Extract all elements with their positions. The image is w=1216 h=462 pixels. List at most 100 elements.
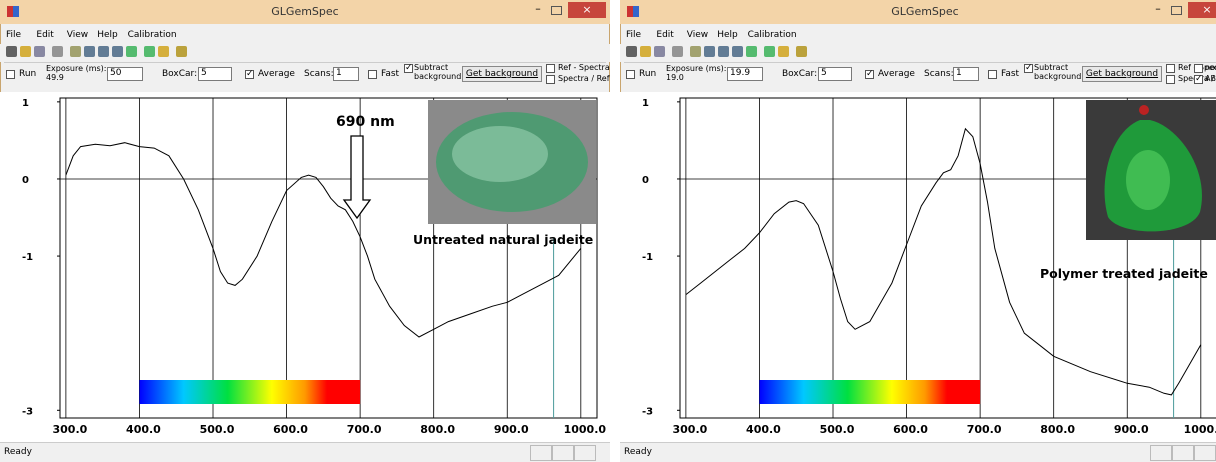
minimize-button[interactable]: – xyxy=(1147,4,1169,18)
boxcar-input[interactable]: 5 xyxy=(818,67,852,81)
close-button[interactable]: × xyxy=(1188,2,1216,18)
menu-item[interactable]: Calibration xyxy=(748,30,797,40)
y-tick-label: 0 xyxy=(22,175,29,186)
status-panel xyxy=(552,445,574,461)
scans-label: Scans: xyxy=(924,69,954,79)
toolbar-icon[interactable] xyxy=(690,46,701,57)
toolbar-icon[interactable] xyxy=(112,46,123,57)
toolbar-icon[interactable] xyxy=(70,46,81,57)
app-window: GLGemSpec– × File Edit View Help Calibration Ru… xyxy=(620,0,1216,462)
toolbar-icon[interactable] xyxy=(732,46,743,57)
subtract-checkbox[interactable]: ✓ xyxy=(1024,64,1033,73)
toolbar-icon[interactable] xyxy=(704,46,715,57)
boxcar-input[interactable]: 5 xyxy=(198,67,232,81)
x-tick-label: 800.0 xyxy=(1040,423,1075,436)
toolbar-icon[interactable] xyxy=(34,46,45,57)
spectrum-chart: 300.0400.0500.0600.0700.0800.0900.01000.… xyxy=(620,92,1216,442)
status-panel xyxy=(530,445,552,461)
menu-item[interactable]: Help xyxy=(717,30,738,40)
boxcar-label: BoxCar: xyxy=(782,69,817,79)
run-checkbox[interactable] xyxy=(626,70,635,79)
abs-checkbox[interactable]: ✓ xyxy=(1194,75,1203,84)
y-tick-label: 0 xyxy=(642,175,649,186)
x-tick-label: 700.0 xyxy=(347,423,382,436)
subtract-label: Subtract background xyxy=(1034,63,1082,81)
x-tick-label: 500.0 xyxy=(200,423,235,436)
toolbar-icon[interactable] xyxy=(640,46,651,57)
toolbar-icon[interactable] xyxy=(126,46,137,57)
toolbar-icon[interactable] xyxy=(778,46,789,57)
status-panel xyxy=(574,445,596,461)
exposure-label: Exposure (ms): xyxy=(666,64,726,73)
toolbar-icon[interactable] xyxy=(158,46,169,57)
scans-input[interactable]: 1 xyxy=(953,67,979,81)
average-checkbox[interactable]: ✓ xyxy=(245,70,254,79)
get-background-button[interactable]: Get background xyxy=(1082,66,1162,82)
menu-item[interactable]: Edit xyxy=(656,30,673,40)
ref-spectra-checkbox[interactable] xyxy=(1166,64,1175,73)
maximize-button[interactable] xyxy=(551,6,562,15)
scans-input[interactable]: 1 xyxy=(333,67,359,81)
average-checkbox[interactable]: ✓ xyxy=(865,70,874,79)
y-tick-label: 1 xyxy=(642,98,649,109)
status-text: Ready xyxy=(4,447,32,457)
minimize-button[interactable]: – xyxy=(527,4,549,18)
norm-label: norm xyxy=(1205,63,1216,72)
toolbar-icon[interactable] xyxy=(144,46,155,57)
subtract-label: Subtract background xyxy=(414,63,462,81)
window-title: GLGemSpec xyxy=(620,5,1216,18)
menu-item[interactable]: File xyxy=(6,30,21,40)
run-checkbox[interactable] xyxy=(6,70,15,79)
scans-label: Scans: xyxy=(304,69,334,79)
toolbar-icon[interactable] xyxy=(718,46,729,57)
menu-item[interactable]: View xyxy=(687,30,708,40)
x-tick-label: 900.0 xyxy=(494,423,529,436)
exposure-input[interactable]: 50 xyxy=(107,67,143,81)
get-background-button[interactable]: Get background xyxy=(462,66,542,82)
sample-label: Untreated natural jadeite xyxy=(413,232,593,247)
spectra-ref-checkbox[interactable] xyxy=(1166,75,1175,84)
menu-item[interactable]: Calibration xyxy=(128,30,177,40)
y-tick-label: -3 xyxy=(642,406,653,417)
toolbar-icon[interactable] xyxy=(672,46,683,57)
menu-item[interactable]: File xyxy=(626,30,641,40)
y-tick-label: -1 xyxy=(642,252,653,263)
ref-spectra-checkbox[interactable] xyxy=(546,64,555,73)
toolbar-icon[interactable] xyxy=(52,46,63,57)
toolbar-icon[interactable] xyxy=(20,46,31,57)
run-label: Run xyxy=(639,69,656,79)
fast-checkbox[interactable] xyxy=(988,70,997,79)
jadeite-highlight xyxy=(452,126,548,182)
fast-checkbox[interactable] xyxy=(368,70,377,79)
norm-checkbox[interactable] xyxy=(1194,64,1203,73)
x-tick-label: 1000.0 xyxy=(1184,423,1216,436)
toolbar-icon[interactable] xyxy=(98,46,109,57)
toolbar-icon[interactable] xyxy=(654,46,665,57)
toolbar-icon[interactable] xyxy=(796,46,807,57)
maximize-button[interactable] xyxy=(1171,6,1182,15)
exposure-input[interactable]: 19.9 xyxy=(727,67,763,81)
menu-item[interactable]: View xyxy=(67,30,88,40)
pendant-cord xyxy=(1139,105,1149,115)
x-tick-label: 600.0 xyxy=(893,423,928,436)
y-tick-label: -3 xyxy=(22,406,33,417)
toolbar-icon[interactable] xyxy=(6,46,17,57)
y-tick-label: 1 xyxy=(22,98,29,109)
ref-spectra-label: Ref - Spectra xyxy=(558,63,610,72)
spectra-ref-checkbox[interactable] xyxy=(546,75,555,84)
subtract-checkbox[interactable]: ✓ xyxy=(404,64,413,73)
toolbar-icon[interactable] xyxy=(176,46,187,57)
toolbar-icon[interactable] xyxy=(84,46,95,57)
x-tick-label: 400.0 xyxy=(126,423,161,436)
visible-spectrum-bar xyxy=(139,380,360,404)
menu-item[interactable]: Help xyxy=(97,30,118,40)
toolbar-icon[interactable] xyxy=(764,46,775,57)
spectrum-chart: 300.0400.0500.0600.0700.0800.0900.01000.… xyxy=(0,92,610,442)
status-bar xyxy=(0,442,610,462)
toolbar-icon[interactable] xyxy=(746,46,757,57)
fast-label: Fast xyxy=(1001,69,1019,79)
menu-item[interactable]: Edit xyxy=(36,30,53,40)
toolbar-icon[interactable] xyxy=(626,46,637,57)
close-button[interactable]: × xyxy=(568,2,606,18)
